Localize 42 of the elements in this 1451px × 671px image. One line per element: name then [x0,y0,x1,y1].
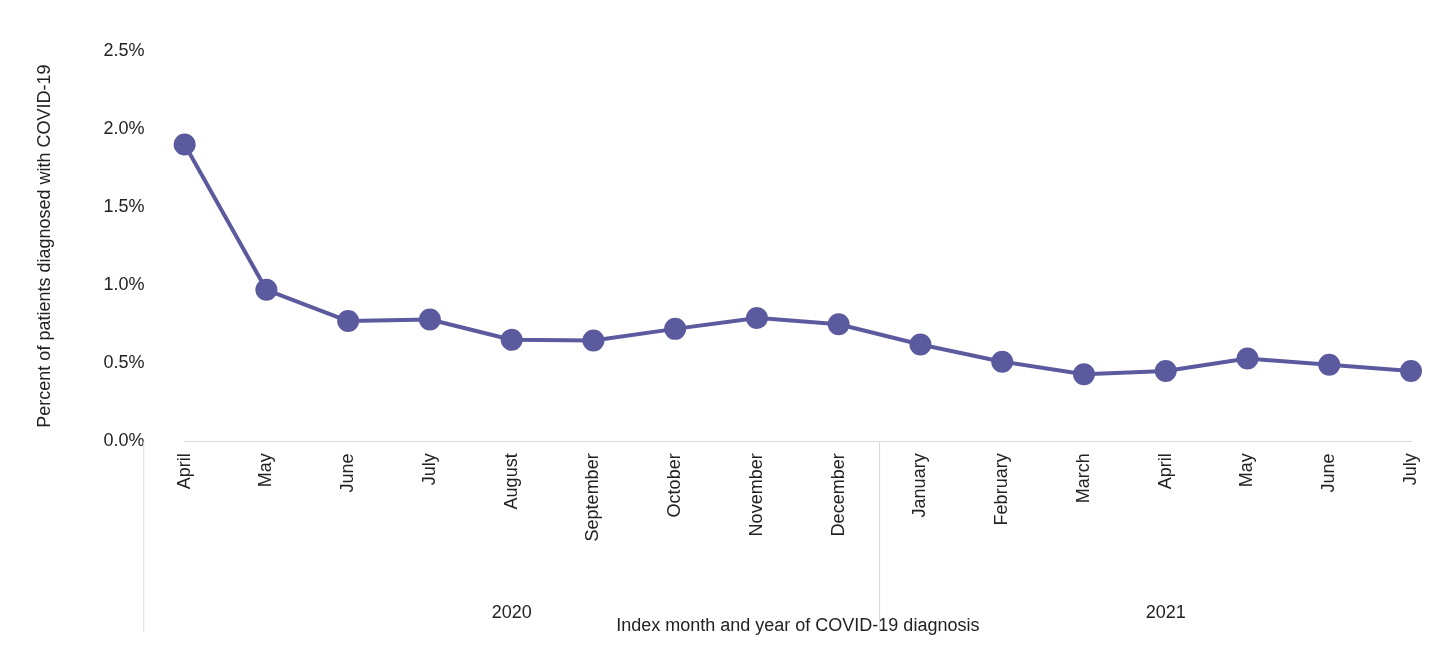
point [1236,347,1259,370]
y-tick-label: 0.5% [103,352,145,373]
point [827,313,850,336]
x-tick-label: May [255,453,276,488]
point [745,306,768,329]
point [991,350,1014,373]
x-axis-title: Index month and year of COVID-19 diagnosis [616,615,980,636]
y-tick-label: 2.5% [103,39,145,60]
text: 2021 [1145,602,1186,623]
point [582,329,605,352]
point [1400,360,1422,383]
point [500,328,523,351]
y-axis-title: Percent of patients diagnosed with COVID-19 [33,64,54,428]
y-tick-label: 0.0% [103,430,145,451]
point [1154,360,1177,383]
y-tick-label: 1.0% [103,274,145,295]
x-tick-label: July [418,453,439,486]
x-tick-label: July [1399,453,1420,486]
point [1318,353,1341,376]
point [418,308,441,331]
x-tick-label: August [500,453,521,510]
point [909,333,932,356]
x-tick-label: April [173,453,194,490]
x-tick-label: September [582,453,603,542]
point [1072,363,1095,386]
x-tick-label: June [337,453,358,493]
x-tick-label: June [1318,453,1339,493]
x-tick-label: November [745,453,766,537]
text: 2020 [491,602,532,623]
y-tick-label: 2.0% [103,117,145,138]
x-tick-label: January [909,453,930,518]
x-tick-label: May [1236,453,1257,488]
point [337,310,360,333]
x-tick-label: December [827,453,848,537]
point [173,133,196,156]
x-tick-label: March [1072,453,1093,504]
x-tick-label: April [1154,453,1175,490]
point [664,317,687,340]
point [255,278,278,301]
y-tick-label: 1.5% [103,195,145,216]
x-tick-label: October [664,453,685,518]
x-tick-label: February [991,453,1012,526]
